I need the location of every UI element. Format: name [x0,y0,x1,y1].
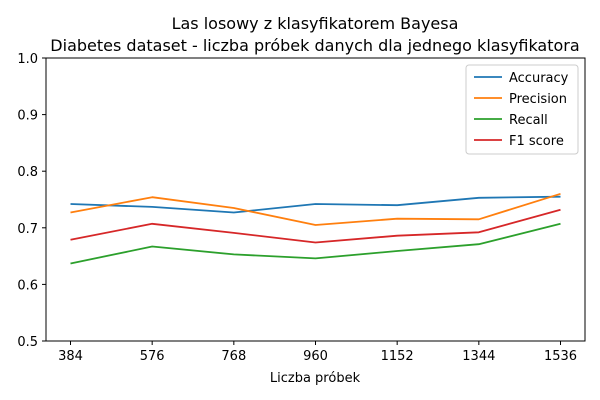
chart-title: Las losowy z klasyfikatorem Bayesa [172,14,459,33]
y-tick-label: 0.9 [17,109,38,124]
y-tick-label: 0.5 [17,335,38,350]
legend-box [465,64,579,155]
x-tick-label: 1344 [462,349,495,364]
x-tick-label: 576 [140,349,165,364]
series-line-accuracy [70,195,561,214]
y-tick-label: 0.8 [17,165,38,180]
x-tick-label: 960 [303,349,328,364]
y-tick-label: 0.6 [17,278,38,293]
legend-label-accuracy: Accuracy [509,71,569,86]
x-axis-label: Liczba próbek [270,371,361,386]
legend-label-recall: Recall [509,113,548,128]
x-tick-label: 768 [221,349,246,364]
x-tick-label: 384 [58,349,83,364]
x-tick-label: 1152 [381,349,414,364]
series-line-recall [70,222,561,265]
series-line-f1-score [70,208,561,244]
series-lines [70,192,561,265]
y-tick-label: 1.0 [17,52,38,67]
legend-label-precision: Precision [509,92,567,107]
axis-ticks: 384 576 768 960 1152 1344 1536 0.5 0.6 0.7 0.8 0.9 1… [17,52,577,364]
plot-frame [45,57,586,342]
legend: Accuracy Precision Recall F1 score [465,64,579,155]
legend-label-f1-score: F1 score [509,134,564,149]
y-tick-label: 0.7 [17,222,38,237]
x-tick-label: 1536 [544,349,577,364]
series-line-precision [70,192,561,226]
chart-subtitle: Diabetes dataset - liczba próbek danych … [50,36,579,55]
